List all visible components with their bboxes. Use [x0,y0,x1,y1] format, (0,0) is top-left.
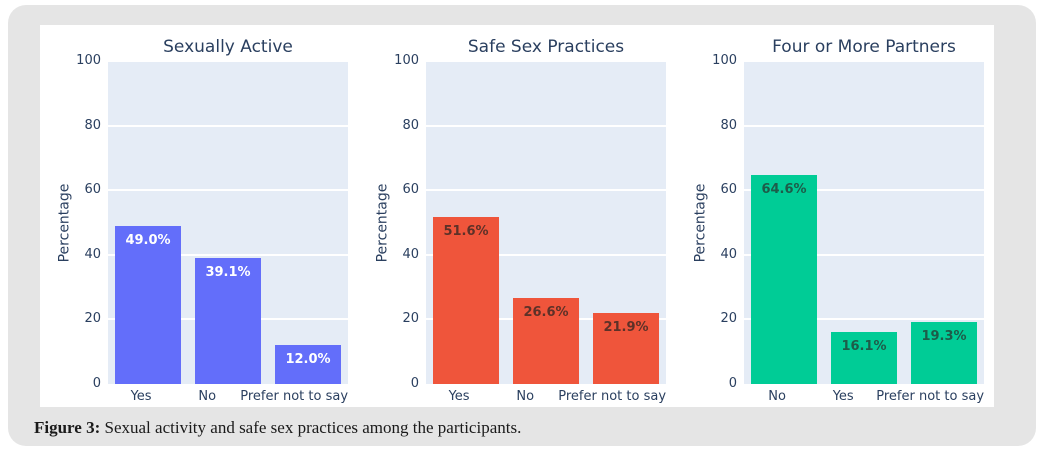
plot-area: 51.6% 26.6% 21.9% [426,60,666,384]
x-axis-ticks: Yes No Prefer not to say [426,384,666,408]
x-tick-label: Prefer not to say [876,389,985,404]
bar-value-label: 64.6% [761,182,807,198]
bar-value-label: 16.1% [841,339,887,354]
y-axis-label-text: Percentage [374,183,391,262]
bar-slot: 39.1% [188,61,268,384]
y-tick-label: 100 [712,53,737,68]
y-tick-label: 60 [720,182,737,198]
bar-slot: 21.9% [586,61,666,384]
gridline [426,189,666,192]
bar-value-label: 19.3% [921,328,967,344]
figure-caption: Figure 3: Sexual activity and safe sex p… [34,418,521,438]
y-tick-label: 80 [720,117,737,133]
gridline [744,253,984,256]
y-tick-label: 20 [720,311,737,327]
bar: 12.0% [275,345,341,384]
y-tick-label: 80 [402,117,419,133]
bar-value-label: 49.0% [125,232,171,248]
gridline [108,189,348,192]
bar: 19.3% [911,321,977,384]
x-axis-ticks: Yes No Prefer not to say [108,384,348,408]
gridline [744,189,984,192]
plot-area: 49.0% 39.1% 12.0% [108,60,348,384]
bar: 16.1% [831,332,897,384]
chart-card: Sexually Active Percentage 0 20 40 60 80 100 … [40,25,994,407]
x-axis-ticks: No Yes Prefer not to say [744,384,984,408]
bar: 64.6% [751,175,817,384]
y-axis-label: Percentage [692,61,708,384]
subplot-sexually-active: Sexually Active Percentage 0 20 40 60 80 100 … [56,35,348,407]
figure-panel: Sexually Active Percentage 0 20 40 60 80 100 … [8,5,1036,446]
chart-title: Safe Sex Practices [467,37,625,57]
x-tick-label: Yes [448,389,470,404]
y-tick-label: 60 [402,182,419,198]
x-tick-label: Yes [130,389,152,404]
y-tick-label: 60 [84,182,101,198]
caption-prefix: Figure 3: [34,418,101,437]
bar-value-label: 12.0% [285,352,331,368]
y-tick-label: 40 [84,246,101,262]
x-tick-label: No [768,389,786,404]
bar-value-label: 39.1% [205,264,251,280]
bar-slot: 49.0% [108,61,188,384]
y-tick-label: 80 [84,117,101,133]
y-tick-label: 40 [402,246,419,262]
bar-value-label: 51.6% [443,224,489,240]
gridline [108,124,348,127]
y-tick-label: 0 [410,376,419,391]
y-axis-ticks: 0 20 40 60 80 100 [72,53,108,391]
y-axis-label: Percentage [56,61,72,384]
y-tick-label: 20 [84,311,101,327]
gridline [744,60,984,62]
bar-slot: 64.6% [744,61,824,384]
gridline [108,253,348,256]
y-tick-label: 0 [92,376,101,391]
bar-slot: 26.6% [506,61,586,384]
bars-group: 64.6% 16.1% 19.3% [744,61,984,384]
gridline [426,60,666,62]
x-tick-label: No [198,389,217,404]
x-tick-label: Prefer not to say [558,389,667,404]
y-axis-label-text: Percentage [692,183,709,262]
y-tick-label: 20 [402,311,419,327]
y-tick-label: 40 [720,246,737,262]
bar-value-label: 26.6% [523,305,569,321]
bars-group: 51.6% 26.6% 21.9% [426,61,666,384]
gridline [426,253,666,256]
bar-slot: 16.1% [824,61,904,384]
x-tick-label: No [516,389,535,404]
bars-group: 49.0% 39.1% 12.0% [108,61,348,384]
gridline [744,124,984,127]
gridline [108,60,348,62]
bar: 26.6% [513,298,579,384]
caption-text: Sexual activity and safe sex practices a… [100,418,522,437]
y-axis-ticks: 0 20 40 60 80 100 [708,53,744,391]
subplot-four-or-more-partners: Four or More Partners Percentage 0 20 40 60… [692,35,984,407]
x-tick-label: Prefer not to say [240,389,349,404]
y-axis-label: Percentage [374,61,390,384]
bar-slot: 51.6% [426,61,506,384]
bar-slot: 12.0% [268,61,348,384]
y-tick-label: 100 [76,53,101,68]
bar: 49.0% [115,225,181,384]
subplot-safe-sex-practices: Safe Sex Practices Percentage 0 20 40 60 80 1… [374,35,666,407]
gridline [426,124,666,127]
bar-value-label: 21.9% [603,320,649,336]
x-tick-label: Yes [832,389,854,404]
bar-slot: 19.3% [904,61,984,384]
y-axis-label-text: Percentage [56,183,73,262]
gridline [744,318,984,321]
y-tick-label: 100 [394,53,419,68]
bar: 21.9% [593,313,659,384]
y-tick-label: 0 [728,376,737,391]
y-axis-ticks: 0 20 40 60 80 100 [390,53,426,391]
bar: 39.1% [195,257,261,384]
bar: 51.6% [433,217,499,384]
chart-title: Four or More Partners [772,37,956,57]
chart-title: Sexually Active [163,37,293,57]
plot-area: 64.6% 16.1% 19.3% [744,60,984,384]
